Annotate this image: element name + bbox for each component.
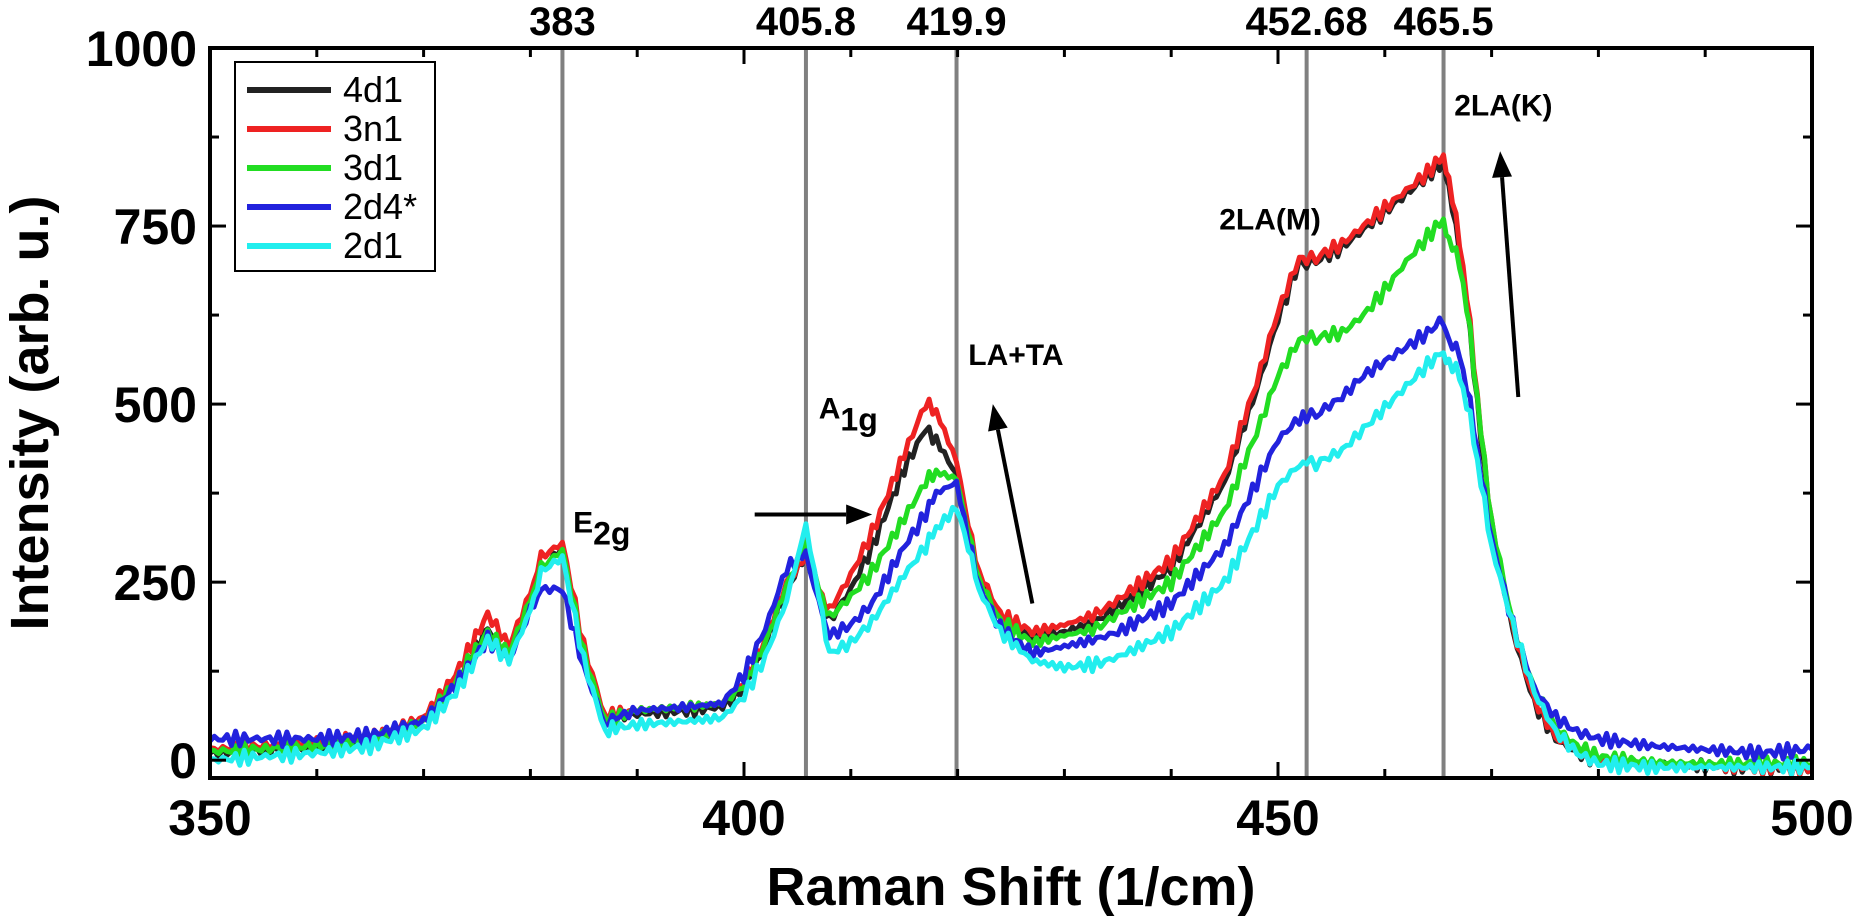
legend-entry: 2d1 xyxy=(343,225,403,266)
legend-entry: 3n1 xyxy=(343,108,403,149)
ticks-layer xyxy=(208,46,1814,778)
legend-entry: 4d1 xyxy=(343,69,403,110)
peak-annotation: LA+TA xyxy=(968,339,1063,372)
series-line-2d4 xyxy=(208,315,1814,763)
reference-line-label: 419.9 xyxy=(906,0,1006,44)
peak-annotation: E2g xyxy=(573,506,630,551)
peak-annotation-text: 2LA(M) xyxy=(1219,204,1321,237)
reference-line-label: 452.68 xyxy=(1245,0,1367,44)
peak-annotation: A1g xyxy=(819,392,878,437)
arrows-layer xyxy=(754,151,1521,604)
y-tick-label: 750 xyxy=(114,199,197,255)
peak-annotation-text: A xyxy=(819,392,841,425)
peak-annotation-subscript: 2g xyxy=(593,515,630,551)
peak-annotation-text: LA+TA xyxy=(968,339,1063,372)
reference-lines: 383 405.8 419.9 452.68 465.5 xyxy=(529,0,1494,778)
peak-annotation-text: E xyxy=(573,506,593,539)
x-axis-title: Raman Shift (1/cm) xyxy=(766,857,1255,917)
annotations-layer: E2g A1g LA+TA 2LA(M) 2LA(K) xyxy=(573,90,1552,552)
annotation-arrow-head xyxy=(1492,151,1513,178)
x-tick-label: 500 xyxy=(1770,790,1853,846)
annotation-arrow xyxy=(1500,177,1521,398)
series-layer xyxy=(208,152,1814,778)
reference-line-label: 405.8 xyxy=(756,0,856,44)
reference-line-label: 465.5 xyxy=(1393,0,1493,44)
legend-entry: 2d4* xyxy=(343,186,417,227)
series-line-2d1 xyxy=(209,350,1813,778)
peak-annotation: 2LA(K) xyxy=(1454,90,1552,123)
peak-annotation-text: 2LA(K) xyxy=(1454,90,1552,123)
tick-labels: 350 400 450 500 0 250 500 750 1000 xyxy=(86,21,1854,846)
annotation-arrow-head xyxy=(846,504,873,525)
plot-frame xyxy=(208,46,1814,780)
y-tick-label: 500 xyxy=(114,377,197,433)
x-tick-label: 350 xyxy=(168,790,251,846)
peak-annotation-subscript: 1g xyxy=(840,401,877,437)
peak-annotation: 2LA(M) xyxy=(1219,204,1321,237)
reference-line-label: 383 xyxy=(529,0,596,44)
legend-entry: 3d1 xyxy=(343,147,403,188)
annotation-arrow xyxy=(995,429,1035,604)
y-tick-label: 0 xyxy=(169,733,197,789)
y-tick-label: 250 xyxy=(114,555,197,611)
annotation-arrow-head xyxy=(988,404,1008,432)
x-tick-label: 450 xyxy=(1236,790,1319,846)
series-line-3n1 xyxy=(209,152,1814,778)
y-tick-label: 1000 xyxy=(86,21,197,77)
x-tick-label: 400 xyxy=(702,790,785,846)
y-axis-title: Intensity (arb. u.) xyxy=(0,195,60,630)
